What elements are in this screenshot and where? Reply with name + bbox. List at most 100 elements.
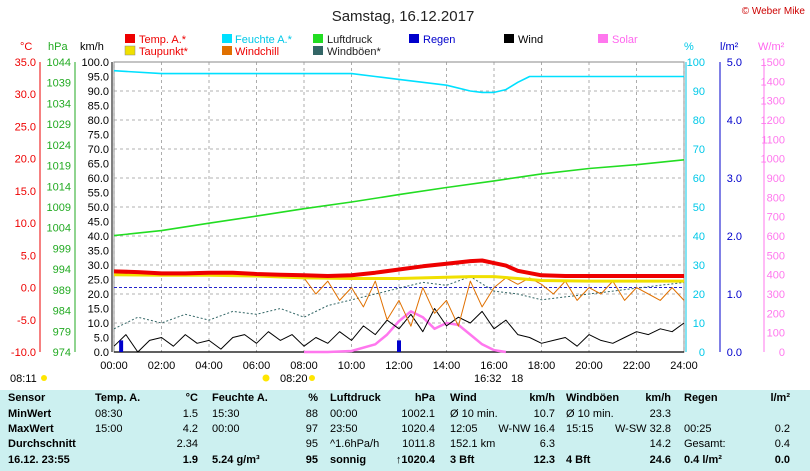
stats-row-cell: 1.5 [182, 408, 198, 420]
y-tick-wind: 20.0 [88, 289, 109, 301]
stats-row-cell: 6.3 [539, 438, 555, 450]
stats-row-cell: 08:30 [95, 408, 123, 420]
y-tick-pressure: 999 [53, 243, 71, 255]
y-tick-rain: 4.0 [727, 115, 742, 127]
stats-row-cell: 23:50 [330, 423, 358, 435]
stats-row-cell: 88 [305, 408, 318, 420]
x-tick-label: 18:00 [528, 360, 556, 372]
weather-chart: Samstag, 16.12.2017 © Weber Mike Temp. A… [10, 6, 806, 385]
stats-row-cell: 10.7 [533, 408, 555, 420]
series-windchill [303, 277, 685, 327]
stats-row-cell: 16.12. 23:55 [8, 454, 70, 466]
stats-row-cell: 15:00 [95, 423, 123, 435]
chart-series [113, 69, 685, 354]
y-tick-wind: 0.0 [94, 347, 109, 359]
y-tick-pressure: 1029 [47, 119, 71, 131]
y-tick-wind: 100.0 [81, 57, 109, 69]
y-tick-solar: 500 [767, 250, 785, 262]
y-tick-solar: 900 [767, 173, 785, 185]
stats-row-cell: 1.9 [182, 454, 198, 466]
stats-row-cell: 00:25 [684, 423, 712, 435]
stats-row-cell: 12:05 [450, 423, 478, 435]
y-tick-solar: 100 [767, 328, 785, 340]
y-tick-wind: 80.0 [88, 115, 109, 127]
y-tick-solar: 700 [767, 212, 785, 224]
y-tick-solar: 1500 [761, 57, 785, 69]
legend-swatch-humidity [222, 34, 232, 43]
legend-swatch-dew [124, 45, 136, 56]
stats-row-cell: 1020.4 [401, 423, 435, 435]
stats-row-cell: 152.1 km [450, 438, 496, 450]
y-tick-pressure: 1009 [47, 202, 71, 214]
stats-row-cell: ^1.6hPa/h [330, 438, 380, 450]
stats-row-cell: 3 Bft [450, 454, 475, 466]
y-tick-temp: 5.0 [21, 250, 36, 262]
series-wind [113, 308, 685, 353]
y-tick-solar: 0 [779, 347, 785, 359]
stats-row-cell: 15:15 [566, 423, 594, 435]
y-tick-temp: -5.0 [17, 315, 36, 327]
chart-legend: Temp. A.* Feuchte A.* Luftdruck Regen Wi… [124, 34, 638, 58]
stats-header-cell: °C [185, 392, 198, 404]
stats-row-cell: 5.24 g/m³ [212, 454, 260, 466]
legend-label-temp: Temp. A.* [139, 34, 187, 46]
y-tick-wind: 25.0 [88, 275, 109, 287]
legend-swatch-gusts [313, 46, 323, 55]
legend-label-gusts: Windböen* [327, 46, 382, 58]
stats-row-cell: 95 [305, 454, 318, 466]
y-tick-humidity: 40 [693, 231, 705, 243]
y-tick-solar: 1200 [761, 115, 785, 127]
y-tick-humidity: 20 [693, 289, 705, 301]
moonset-time: 16:32 [474, 373, 502, 385]
series-rain-bar [119, 340, 124, 352]
legend-swatch-wind [504, 34, 514, 43]
x-tick-label: 10:00 [338, 360, 366, 372]
stats-row-cell: sonnig [330, 454, 367, 466]
legend-swatch-temp [125, 34, 135, 43]
legend-label-windchill: Windchill [235, 46, 279, 58]
series-temperature [113, 258, 684, 278]
y-tick-wind: 55.0 [88, 188, 109, 200]
y-tick-wind: 50.0 [88, 202, 109, 214]
stats-header-cell: Regen [684, 392, 718, 404]
stats-row-cell: 23.3 [649, 408, 671, 420]
stats-row-cell: 15:30 [212, 408, 240, 420]
y-tick-solar: 400 [767, 270, 785, 282]
legend-label-rain: Regen [423, 34, 455, 46]
axis-unit-temp: °C [20, 41, 32, 53]
y-tick-solar: 1000 [761, 154, 785, 166]
y-tick-wind: 30.0 [88, 260, 109, 272]
y-tick-humidity: 80 [693, 115, 705, 127]
stats-row-cell: 0.4 l/m² [684, 454, 722, 466]
stats-row-cell: Durchschnitt [8, 438, 76, 450]
y-tick-pressure: 979 [53, 326, 71, 338]
y-tick-rain: 2.0 [727, 231, 742, 243]
legend-swatch-pressure [313, 34, 323, 43]
stats-header-cell: Windböen [566, 392, 620, 404]
stats-row-cell: 14.2 [649, 438, 671, 450]
stats-row-cell: 0.4 [774, 438, 790, 450]
y-tick-humidity: 10 [693, 318, 705, 330]
y-tick-humidity: 90 [693, 86, 705, 98]
legend-label-wind: Wind [518, 34, 543, 46]
axis-unit-humidity: % [684, 41, 694, 53]
series-dewpoint [113, 273, 684, 283]
chart-axes: 00:00 02:00 04:00 06:00 08:00 10:00 12:00 14:00… [11, 57, 785, 372]
stats-row-cell: Gesamt: [684, 438, 726, 450]
stats-row-max: MaxWert 15:00 4.2 00:00 97 23:50 1020.4 12:05 W-… [0, 423, 810, 436]
y-tick-pressure: 974 [53, 347, 71, 359]
copyright-text: © Weber Mike [742, 6, 806, 17]
y-tick-temp: 35.0 [15, 57, 36, 69]
y-tick-solar: 200 [767, 308, 785, 320]
y-tick-humidity: 0 [699, 347, 705, 359]
stats-header-cell: Sensor [8, 392, 46, 404]
stats-row-cell: MaxWert [8, 423, 54, 435]
stats-header-cell: Temp. A. [95, 392, 141, 404]
stats-header-cell: Wind [450, 392, 477, 404]
stats-row-cell: 00:00 [330, 408, 358, 420]
y-tick-humidity: 70 [693, 144, 705, 156]
x-tick-label: 04:00 [195, 360, 223, 372]
statistics-panel: Sensor Temp. A. °C Feuchte A.% Luftdruck hPa W… [0, 390, 810, 471]
y-tick-humidity: 50 [693, 202, 705, 214]
chart-title: Samstag, 16.12.2017 [332, 8, 475, 25]
